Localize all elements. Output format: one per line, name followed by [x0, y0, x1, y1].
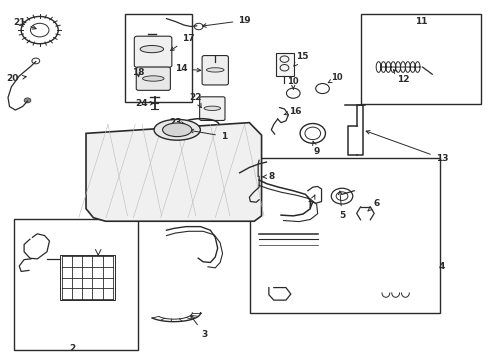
Text: 1: 1 [189, 129, 227, 141]
Text: 10: 10 [327, 73, 342, 83]
Bar [60, 255, 115, 300]
Polygon shape [86, 123, 261, 221]
Text: 5: 5 [338, 191, 345, 220]
Bar [14, 220, 138, 350]
Text: 23: 23 [169, 118, 184, 127]
Text: 2: 2 [70, 344, 76, 353]
Ellipse shape [142, 76, 163, 81]
Circle shape [24, 98, 31, 103]
Bar [275, 53, 294, 76]
Text: 3: 3 [190, 316, 207, 339]
Bar [250, 158, 439, 313]
Text: 17: 17 [170, 34, 194, 50]
Text: 13: 13 [366, 131, 447, 163]
Ellipse shape [154, 120, 200, 140]
Text: 11: 11 [414, 17, 427, 26]
Text: 19: 19 [202, 16, 250, 27]
Text: 20: 20 [7, 75, 26, 84]
FancyBboxPatch shape [202, 55, 228, 85]
Text: 4: 4 [438, 262, 444, 271]
Text: 15: 15 [293, 52, 307, 66]
Text: 18: 18 [132, 68, 144, 77]
Ellipse shape [140, 45, 163, 53]
Text: 14: 14 [174, 64, 200, 73]
Text: 12: 12 [393, 70, 408, 84]
Text: 7: 7 [306, 195, 314, 210]
Ellipse shape [162, 123, 191, 136]
Text: 24: 24 [135, 99, 153, 108]
FancyBboxPatch shape [199, 97, 224, 121]
Text: 10: 10 [287, 77, 299, 89]
Bar [360, 14, 480, 104]
FancyBboxPatch shape [136, 67, 170, 90]
Text: 16: 16 [284, 107, 301, 116]
Ellipse shape [203, 106, 220, 111]
FancyBboxPatch shape [134, 36, 171, 67]
Ellipse shape [206, 68, 224, 72]
Text: 22: 22 [189, 93, 202, 108]
Bar [125, 14, 191, 102]
Text: 21: 21 [13, 18, 36, 29]
Text: 9: 9 [312, 141, 319, 156]
Text: 8: 8 [262, 172, 274, 181]
Text: 6: 6 [367, 199, 379, 211]
